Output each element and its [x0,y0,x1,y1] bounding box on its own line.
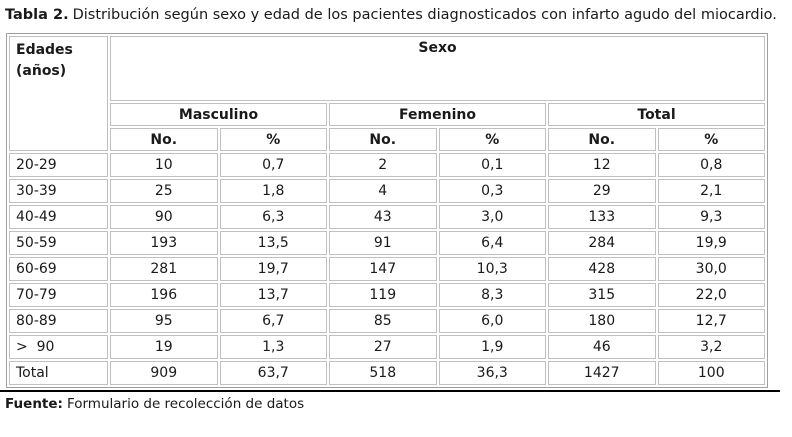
subheader-femenino-no: No. [329,128,437,151]
value-cell: 85 [329,309,437,333]
value-cell: 22,0 [657,283,765,307]
value-cell: 3,2 [657,335,765,359]
value-cell: 196 [110,283,218,307]
table-row: 80-89 95 6,7 85 6,0 180 12,7 [9,309,765,333]
value-cell: 36,3 [438,361,546,385]
value-cell: 6,7 [219,309,327,333]
value-cell: 9,3 [657,205,765,229]
value-cell: 25 [110,179,218,203]
subheader-femenino-pct: % [438,128,546,151]
table-row: > 90 19 1,3 27 1,9 46 3,2 [9,335,765,359]
age-column-header-line1: Edades [16,42,73,58]
value-cell: 46 [548,335,656,359]
header-row-groups: Masculino Femenino Total [9,103,765,126]
value-cell: 180 [548,309,656,333]
value-cell: 90 [110,205,218,229]
value-cell: 281 [110,257,218,281]
age-cell: 80-89 [9,309,108,333]
value-cell: 1,3 [219,335,327,359]
value-cell: 284 [548,231,656,255]
value-cell: 1,9 [438,335,546,359]
value-cell: 1427 [548,361,656,385]
table-row: 60-69 281 19,7 147 10,3 428 30,0 [9,257,765,281]
age-cell: 50-59 [9,231,108,255]
value-cell: 6,3 [219,205,327,229]
table-row: 50-59 193 13,5 91 6,4 284 19,9 [9,231,765,255]
value-cell: 10,3 [438,257,546,281]
value-cell: 119 [329,283,437,307]
value-cell: 2 [329,153,437,177]
value-cell: 147 [329,257,437,281]
table-row-total: Total 909 63,7 518 36,3 1427 100 [9,361,765,385]
table-row: 70-79 196 13,7 119 8,3 315 22,0 [9,283,765,307]
value-cell: 19,7 [219,257,327,281]
age-cell: 40-49 [9,205,108,229]
age-cell: > 90 [9,335,108,359]
value-cell: 3,0 [438,205,546,229]
value-cell: 1,8 [219,179,327,203]
table-row: 30-39 25 1,8 4 0,3 29 2,1 [9,179,765,203]
value-cell: 4 [329,179,437,203]
age-cell: 60-69 [9,257,108,281]
group-header-masculino: Masculino [110,103,327,126]
subheader-total-pct: % [657,128,765,151]
table-row: 40-49 90 6,3 43 3,0 133 9,3 [9,205,765,229]
value-cell: 30,0 [657,257,765,281]
age-cell: 70-79 [9,283,108,307]
group-header-femenino: Femenino [329,103,546,126]
value-cell: 91 [329,231,437,255]
value-cell: 43 [329,205,437,229]
value-cell: 133 [548,205,656,229]
value-cell: 0,3 [438,179,546,203]
value-cell: 193 [110,231,218,255]
age-cell: 20-29 [9,153,108,177]
value-cell: 8,3 [438,283,546,307]
value-cell: 2,1 [657,179,765,203]
value-cell: 0,8 [657,153,765,177]
age-cell: Total [9,361,108,385]
group-header-total: Total [548,103,765,126]
age-column-header-line2: (años) [16,63,67,79]
value-cell: 19 [110,335,218,359]
value-cell: 19,9 [657,231,765,255]
value-cell: 27 [329,335,437,359]
value-cell: 0,7 [219,153,327,177]
table-caption: Tabla 2. Distribución según sexo y edad d… [5,5,789,26]
sexo-header: Sexo [110,36,765,101]
value-cell: 909 [110,361,218,385]
value-cell: 13,5 [219,231,327,255]
page: Tabla 2. Distribución según sexo y edad d… [0,5,789,412]
value-cell: 12,7 [657,309,765,333]
value-cell: 100 [657,361,765,385]
source-note-label: Fuente: [5,396,63,412]
value-cell: 6,4 [438,231,546,255]
table-caption-label: Tabla 2. [5,7,69,23]
subheader-masculino-pct: % [219,128,327,151]
value-cell: 95 [110,309,218,333]
value-cell: 12 [548,153,656,177]
value-cell: 0,1 [438,153,546,177]
value-cell: 10 [110,153,218,177]
value-cell: 6,0 [438,309,546,333]
subheader-masculino-no: No. [110,128,218,151]
header-row-sub: No. % No. % No. % [9,128,765,151]
age-cell: 30-39 [9,179,108,203]
value-cell: 315 [548,283,656,307]
value-cell: 518 [329,361,437,385]
subheader-total-no: No. [548,128,656,151]
age-column-header: Edades (años) [9,36,108,151]
value-cell: 428 [548,257,656,281]
source-note-text: Formulario de recolección de datos [66,396,305,412]
table-row: 20-29 10 0,7 2 0,1 12 0,8 [9,153,765,177]
value-cell: 13,7 [219,283,327,307]
header-row-sexo: Edades (años) Sexo [9,36,765,151]
value-cell: 63,7 [219,361,327,385]
source-note: Fuente: Formulario de recolección de dato… [0,390,780,412]
data-table: Edades (años) Sexo Masculino Femenino To… [6,33,768,388]
value-cell: 29 [548,179,656,203]
table-caption-text: Distribución según sexo y edad de los pa… [72,7,777,23]
